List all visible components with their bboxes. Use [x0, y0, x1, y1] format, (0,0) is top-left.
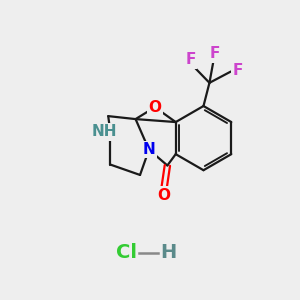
- Text: F: F: [232, 62, 243, 77]
- Text: F: F: [209, 46, 220, 62]
- Text: O: O: [148, 100, 161, 115]
- Text: NH: NH: [92, 124, 117, 140]
- Text: N: N: [142, 142, 155, 157]
- Text: Cl: Cl: [116, 243, 136, 262]
- Text: H: H: [160, 243, 176, 262]
- Text: O: O: [157, 188, 170, 203]
- Text: F: F: [186, 52, 196, 68]
